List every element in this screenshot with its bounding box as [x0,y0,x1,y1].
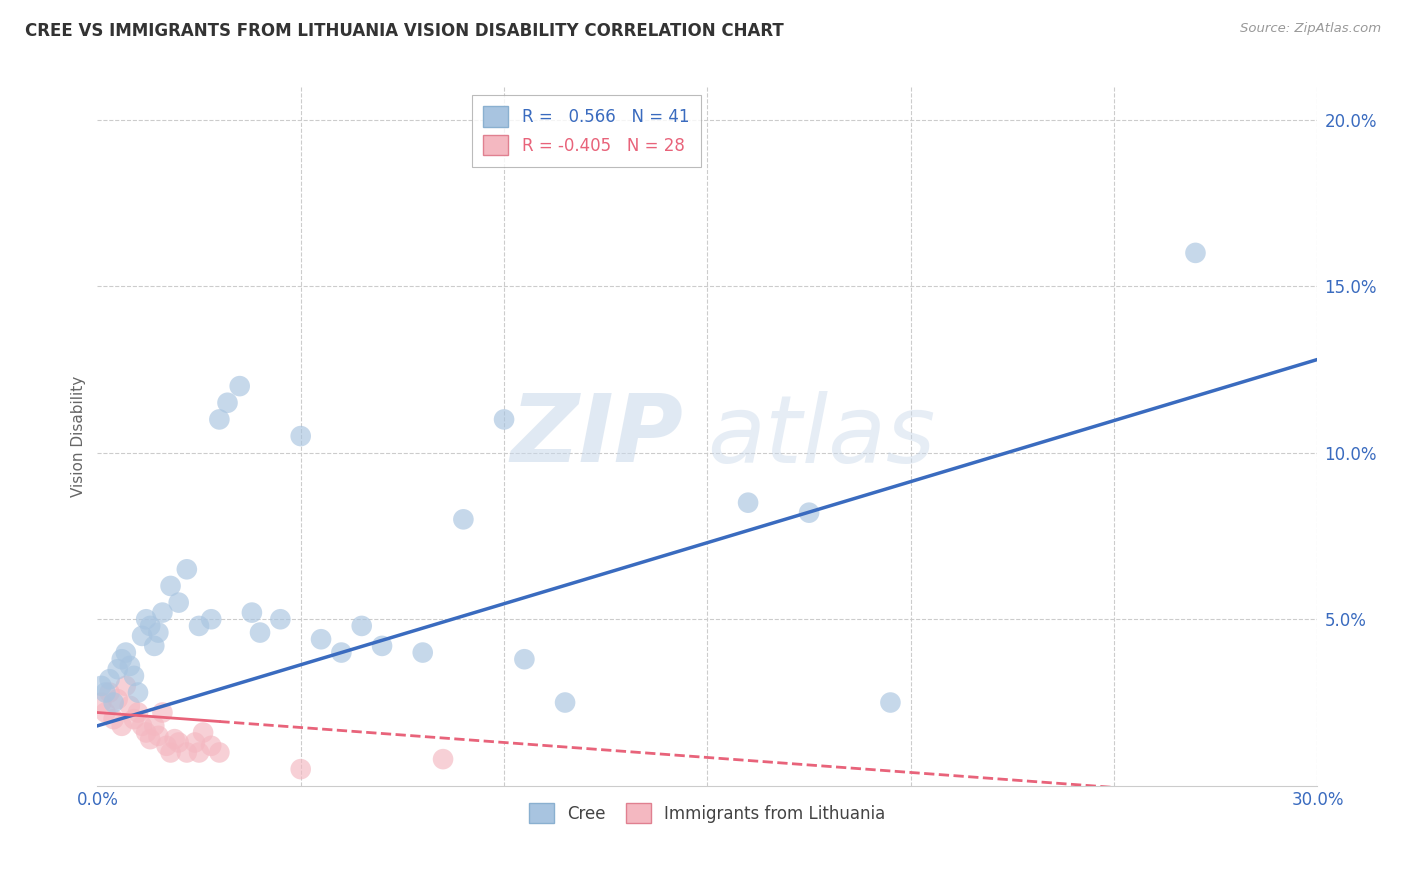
Point [103,712,125,726]
Point [453,512,475,526]
Point [114,646,136,660]
Point [188,619,211,633]
Point [152,606,174,620]
Point [118,659,141,673]
Point [217,396,239,410]
Point [163,732,186,747]
Point [240,606,263,620]
Point [494,412,516,426]
Point [90,696,112,710]
Point [131,719,153,733]
Point [269,612,291,626]
Point [184,735,207,749]
Point [139,732,162,747]
Point [143,639,166,653]
Point [167,735,190,749]
Point [114,679,136,693]
Point [176,562,198,576]
Point [94,685,117,699]
Point [290,762,312,776]
Point [107,662,129,676]
Point [228,379,250,393]
Point [350,619,373,633]
Point [98,672,121,686]
Point [188,746,211,760]
Point [1184,246,1206,260]
Point [167,596,190,610]
Point [143,719,166,733]
Point [208,412,231,426]
Point [412,646,434,660]
Point [371,639,394,653]
Text: CREE VS IMMIGRANTS FROM LITHUANIA VISION DISABILITY CORRELATION CHART: CREE VS IMMIGRANTS FROM LITHUANIA VISION… [25,22,785,40]
Point [107,692,129,706]
Point [122,712,145,726]
Legend: Cree, Immigrants from Lithuania: Cree, Immigrants from Lithuania [519,793,896,833]
Text: ZIP: ZIP [510,390,683,482]
Point [111,652,134,666]
Point [432,752,454,766]
Point [554,696,576,710]
Point [103,696,125,710]
Point [191,725,214,739]
Point [111,719,134,733]
Point [208,746,231,760]
Point [200,612,222,626]
Point [98,685,121,699]
Y-axis label: Vision Disability: Vision Disability [72,376,86,497]
Point [148,729,170,743]
Point [131,629,153,643]
Point [249,625,271,640]
Point [159,746,181,760]
Point [127,706,149,720]
Point [200,739,222,753]
Point [90,679,112,693]
Point [94,706,117,720]
Point [309,632,332,647]
Point [127,685,149,699]
Point [118,698,141,713]
Text: atlas: atlas [707,391,935,482]
Point [152,706,174,720]
Point [330,646,353,660]
Point [290,429,312,443]
Point [135,612,157,626]
Point [513,652,536,666]
Point [122,669,145,683]
Point [176,746,198,760]
Text: Source: ZipAtlas.com: Source: ZipAtlas.com [1240,22,1381,36]
Point [797,506,820,520]
Point [159,579,181,593]
Point [737,496,759,510]
Point [135,725,157,739]
Point [139,619,162,633]
Point [155,739,177,753]
Point [879,696,901,710]
Point [148,625,170,640]
